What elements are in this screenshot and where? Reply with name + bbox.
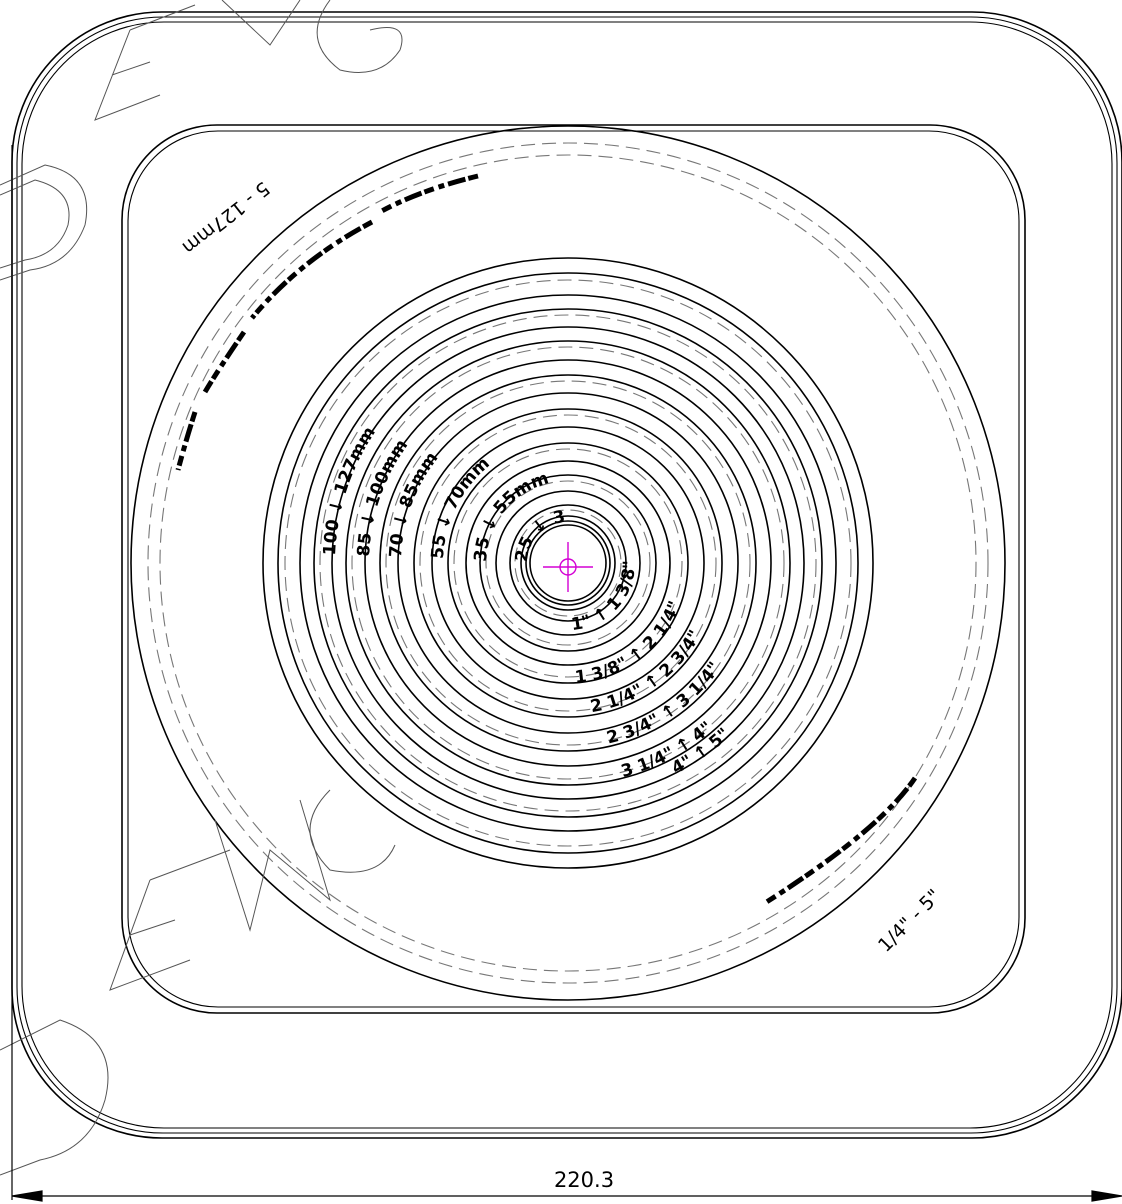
width-dimension-value: 220.3 <box>554 1168 614 1192</box>
inner-panel-outline <box>121 124 1026 1014</box>
watermark-logo <box>0 0 403 1176</box>
cone-step-rings <box>262 257 874 869</box>
center-mark <box>543 542 593 592</box>
width-dimension <box>11 145 1122 1202</box>
edge-smudges <box>175 173 918 906</box>
corner-label-imperial: 1/4" - 5" <box>874 885 945 956</box>
main-disc <box>130 125 1006 1001</box>
corner-label-metric: 5 - 127mm <box>178 177 274 259</box>
